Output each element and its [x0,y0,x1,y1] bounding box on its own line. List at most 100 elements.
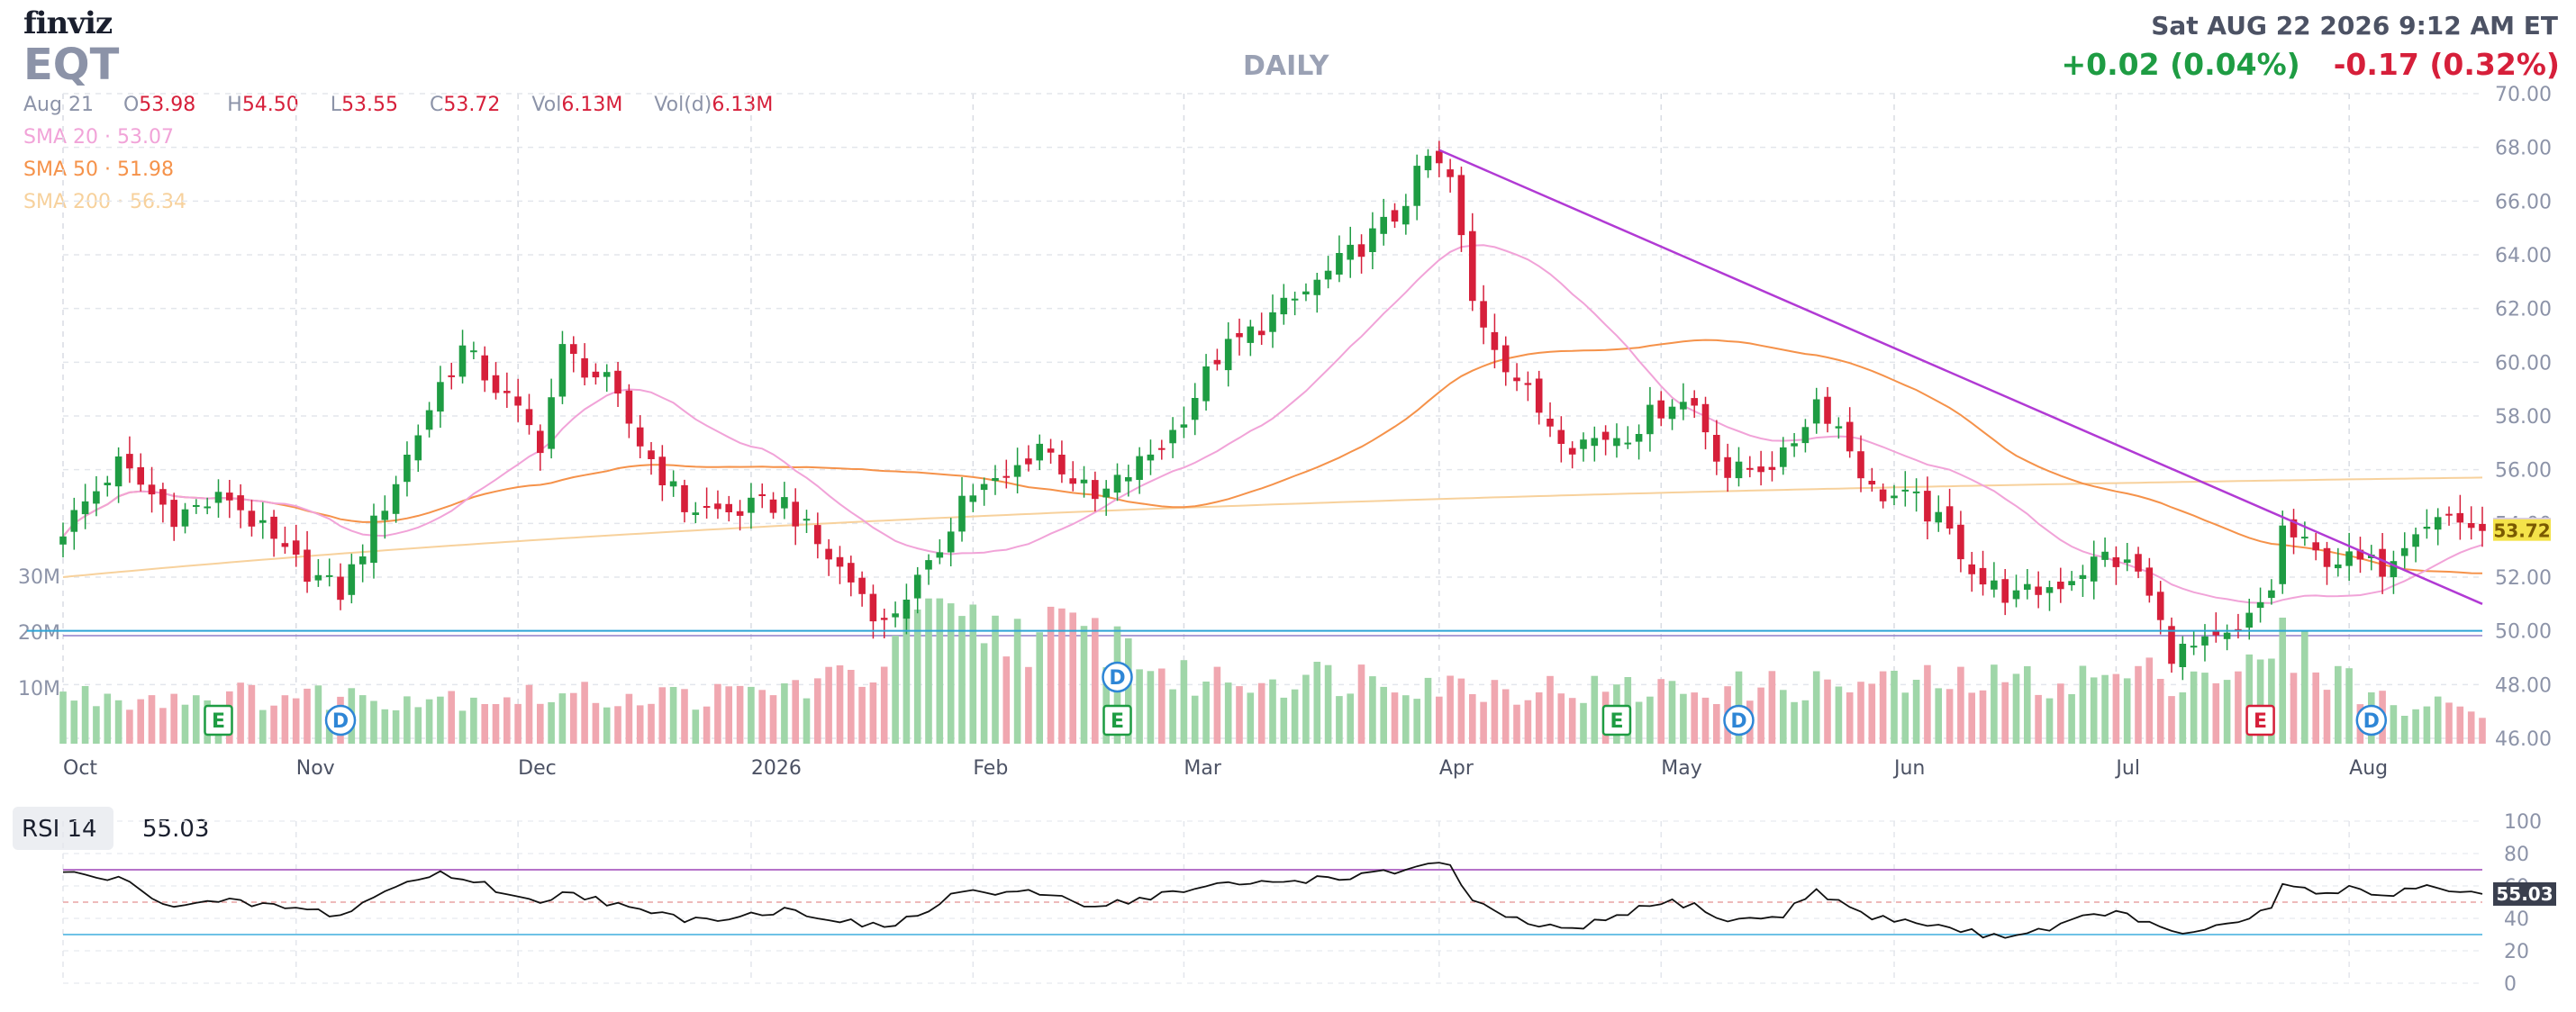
volume-bar [237,682,244,744]
candle-body [2268,590,2275,599]
high-label: H [227,94,242,116]
volume-bar [2345,668,2353,744]
candle-body [1158,447,1166,450]
volume-bar [104,693,112,744]
sma200-value: 56.34 [129,191,186,213]
open-label: O [122,94,140,116]
volume-bar [2179,692,2187,744]
candle-body [104,483,112,485]
volume-bar [1013,619,1021,744]
volume-bar [1347,693,1354,744]
volume-bar [304,688,311,744]
earnings-marker [2245,704,2275,736]
candle-body [70,510,78,532]
last-price-tag [2493,519,2551,541]
candle-body [1424,156,1432,171]
volume-bar [170,693,177,744]
sma20-line [62,244,2483,604]
candle-body [1491,331,1499,350]
finviz-logo[interactable]: finviz [23,5,113,41]
candle-body [1136,456,1143,480]
volume-bar [1891,671,1898,744]
y-tick-label: 62.00 [2495,299,2552,321]
volume-bar [2312,672,2319,744]
volume-bar [814,678,821,744]
price-chart[interactable]: Oct Nov Dec 2026 Feb Mar Apr May Jun Jul Aug 70.00 6… [0,0,2576,783]
volume-bar [1713,704,1720,744]
y-tick-label: 48.00 [2495,674,2552,697]
candle-body [2245,612,2253,628]
candle-body [592,371,600,378]
volume-bar [2235,671,2242,744]
candle-body [548,397,555,449]
candle-body [936,552,944,558]
candle-body [481,355,488,381]
volume-bar [725,686,732,744]
volume-bar [1768,671,1776,744]
volume-bar [1357,664,1365,744]
sma50-line [62,339,2483,574]
volume-bar [1491,680,1499,744]
sma50-legend[interactable]: SMA 50 · 51.98 [23,158,174,181]
candle-body [270,516,277,539]
volume-bar [503,697,511,744]
y-tick-label: 52.00 [2495,567,2552,590]
candle-body [558,344,567,397]
candle-body [1058,455,1066,474]
timeframe-label[interactable]: DAILY [1243,50,1329,82]
volume-bar [1957,666,1964,744]
volume-bar [1568,698,1576,744]
volume-bar [1646,696,1654,744]
candle-body [370,515,377,564]
volume-bar [1236,686,1243,744]
volume-bar [1835,686,1843,744]
candle-body [2068,581,2075,585]
candle-body [648,450,655,459]
candle-body [1846,421,1854,452]
volume-bar [93,706,100,744]
volume-bar [1812,671,1820,744]
volume-bar [1047,606,1055,744]
volume-bar [625,693,633,744]
candle-body [625,390,633,424]
rsi-chart[interactable]: 10080604020055.03 [0,792,2576,1012]
candle-body [769,499,777,513]
volume-bar [2412,709,2419,744]
candle-body [758,494,766,496]
volume-bar [2035,694,2042,744]
earnings-marker [204,704,233,736]
volume-bar [1791,701,1798,744]
candle-body [1601,431,1610,440]
candle-body [2190,646,2198,648]
candle-body [1180,424,1188,428]
x-tick-label: Apr [1439,757,1474,780]
candle-body [1213,359,1221,365]
candle-body [1224,339,1232,371]
volume-bar [1280,697,1288,744]
volume-bar [281,695,289,744]
volume-bar [1680,693,1687,744]
candle-body [1879,489,1887,501]
candle-body [414,435,422,461]
volume-bar [2245,654,2253,744]
x-tick-label: 2026 [751,757,802,780]
volume-bar [2456,706,2464,744]
y-tick-label: 68.00 [2495,138,2552,160]
rsi-tick-label: 20 [2504,941,2529,963]
sma200-legend[interactable]: SMA 200 · 56.34 [23,191,186,213]
candle-body [470,350,477,353]
candle-body [2201,636,2209,646]
candle-body [1113,474,1121,493]
volume-bar [1369,676,1376,744]
volume-bar [2068,694,2075,744]
volume-bar [1424,677,1432,744]
dividend-marker [2355,704,2388,736]
volume-bar [270,705,277,744]
volume-bar [758,690,766,744]
sma20-legend[interactable]: SMA 20 · 53.07 [23,126,174,149]
volume-bar [581,682,588,744]
candle-body [1713,435,1720,462]
volume-bar [137,699,144,744]
candle-body [170,500,177,528]
volume-bar [1501,689,1510,744]
